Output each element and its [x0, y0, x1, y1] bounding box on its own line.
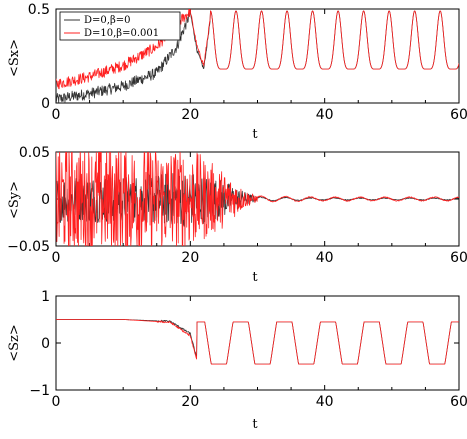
series-group	[56, 152, 459, 246]
x-tick-label: 40	[316, 250, 334, 266]
x-tick-label: 20	[181, 250, 199, 266]
series-line-red	[56, 319, 459, 365]
series-line-red	[56, 152, 459, 246]
legend: D=0,β=0 D=10,β=0.001	[59, 11, 181, 41]
x-tick-label: 20	[181, 394, 199, 410]
legend-entry-black: D=0,β=0	[84, 15, 130, 26]
y-tick-label: −0.05	[7, 239, 50, 255]
x-tick-label: 0	[52, 250, 61, 266]
series-group	[56, 9, 459, 103]
plot-area-frame	[55, 295, 460, 391]
x-axis-label: t	[252, 270, 258, 285]
x-tick-label: 0	[52, 107, 61, 123]
x-tick-label: 40	[316, 394, 334, 410]
y-tick-label: 0.05	[19, 145, 50, 161]
y-tick-label: 0.5	[28, 2, 50, 18]
y-axis-label: <Sy>	[7, 181, 22, 219]
y-tick-label: −1	[29, 383, 50, 399]
y-axis-label: <Sz>	[7, 324, 22, 362]
x-axis-label: t	[252, 417, 258, 432]
y-tick-label: 0	[41, 96, 50, 112]
x-axis-label: t	[252, 127, 258, 142]
x-tick-label: 60	[450, 394, 467, 410]
legend-entry-red: D=10,β=0.001	[84, 28, 159, 39]
tick-group: 0 20 40 60−101	[29, 289, 467, 410]
legend-box	[59, 11, 181, 41]
x-tick-label: 60	[450, 107, 467, 123]
y-tick-label: 0	[41, 192, 50, 208]
tick-group: 0 20 40 60 0 0.5	[28, 2, 467, 123]
x-tick-label: 60	[450, 250, 467, 266]
y-tick-label: 1	[41, 289, 50, 305]
x-tick-label: 0	[52, 394, 61, 410]
series-line-black	[56, 319, 459, 365]
panel-top: 0 20 40 60 0 0.5 t <Sx> D=0,β=0 D=10,β=0.001	[7, 2, 467, 142]
panel-bottom: 0 20 40 60−101 t <Sz>	[7, 289, 467, 432]
x-tick-label: 20	[181, 107, 199, 123]
series-line-red	[56, 9, 459, 90]
x-tick-label: 40	[316, 107, 334, 123]
y-axis-label: <Sx>	[7, 39, 22, 77]
series-group	[56, 319, 459, 365]
y-tick-label: 0	[41, 336, 50, 352]
